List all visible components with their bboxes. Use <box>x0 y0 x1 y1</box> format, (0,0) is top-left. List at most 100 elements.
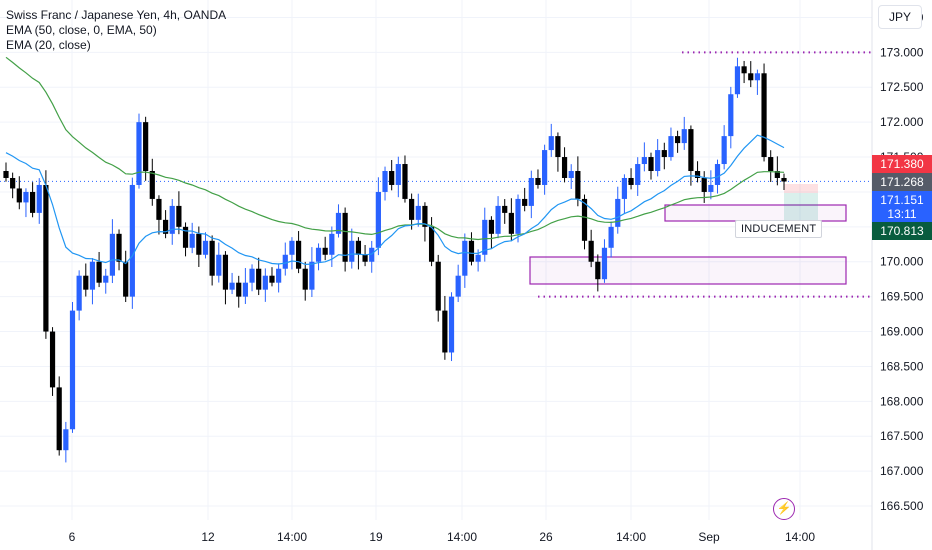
y-tick-label: 169.500 <box>880 290 924 304</box>
candles <box>3 57 787 463</box>
countdown-label: 13:11 <box>872 205 932 223</box>
price-label-green: 170.813 <box>872 222 932 240</box>
x-tick-label: 14:00 <box>616 530 646 544</box>
candle-body <box>528 177 534 206</box>
x-tick-label: 14:00 <box>447 530 477 544</box>
demand-zones <box>529 184 847 285</box>
candle-body <box>508 212 514 234</box>
candle-body <box>774 171 780 178</box>
symbol-title[interactable]: Swiss Franc / Japanese Yen, 4h, OANDA <box>6 8 227 22</box>
y-tick-label: 170.000 <box>880 255 924 269</box>
candle-body <box>409 198 415 220</box>
stop-area <box>784 184 818 193</box>
candle-body <box>601 247 608 280</box>
lightning-icon[interactable]: ⚡ <box>773 498 795 520</box>
candle-body <box>648 157 654 172</box>
candle-body <box>535 177 541 185</box>
candle-body <box>435 261 441 311</box>
y-tick-label: 168.500 <box>880 359 924 373</box>
ema50-legend[interactable]: EMA (50, close, 0, EMA, 50) <box>6 23 157 37</box>
candle-body <box>262 275 268 290</box>
candle-body <box>721 136 727 165</box>
candle-body <box>608 226 614 248</box>
candle-body <box>621 177 628 199</box>
candle-body <box>741 66 747 74</box>
x-tick-label: 19 <box>369 530 383 544</box>
candle-body <box>548 136 554 151</box>
candle-body <box>442 310 448 353</box>
candle-body <box>196 233 202 255</box>
ema20-legend[interactable]: EMA (20, close) <box>6 38 91 52</box>
candle-body <box>276 268 282 283</box>
candle-body <box>16 188 22 203</box>
ema-lines <box>5 56 785 266</box>
candle-body <box>688 129 694 172</box>
y-tick-label: 173.000 <box>880 45 924 59</box>
candle-body <box>56 387 62 451</box>
level-lines <box>0 51 872 298</box>
y-tick-label: 167.000 <box>880 464 924 478</box>
candle-body <box>116 233 122 262</box>
candle-body <box>3 171 9 178</box>
candle-body <box>561 157 568 178</box>
candle-body <box>615 198 621 227</box>
inducement-zone <box>664 204 847 222</box>
candle-body <box>588 240 594 262</box>
candle-body <box>216 254 222 276</box>
candle-body <box>176 205 182 227</box>
currency-button[interactable]: JPY <box>878 5 922 29</box>
candle-body <box>694 171 701 178</box>
current-price-label: 171.151 <box>872 191 932 209</box>
candle-body <box>136 122 142 185</box>
target-area <box>784 193 818 220</box>
candle-body <box>10 177 16 189</box>
candle-body <box>156 198 162 220</box>
candle-body <box>502 205 508 213</box>
candle-body <box>395 164 401 185</box>
time-axis: 6 12 14:00 19 14:00 26 14:00 Sep 14:00 <box>69 530 816 544</box>
candle-body <box>89 261 96 290</box>
candle-body <box>43 184 49 332</box>
candle-body <box>488 219 495 234</box>
candle-body <box>282 254 288 269</box>
candle-body <box>482 219 488 255</box>
candle-body <box>249 268 255 283</box>
candle-body <box>23 191 29 203</box>
candle-body <box>342 212 348 262</box>
candle-body <box>149 171 155 199</box>
candle-body <box>96 261 102 283</box>
candle-body <box>302 268 308 290</box>
candle-body <box>182 226 189 248</box>
candle-body <box>143 122 149 172</box>
candle-body <box>475 254 481 262</box>
candle-body <box>382 171 388 192</box>
x-tick-label: 14:00 <box>785 530 815 544</box>
candle-body <box>103 275 109 283</box>
y-tick-label: 172.500 <box>880 80 924 94</box>
candle-body <box>748 73 754 81</box>
ema20-line <box>5 134 785 266</box>
price-label-gray: 171.268 <box>872 173 932 191</box>
candle-body <box>754 73 761 81</box>
candle-body <box>209 240 215 276</box>
candle-body <box>468 240 475 262</box>
candle-body <box>515 198 521 234</box>
candle-body <box>701 177 707 192</box>
candle-body <box>768 157 774 172</box>
candle-body <box>349 240 355 262</box>
candle-body <box>641 157 647 165</box>
candle-body <box>415 205 421 220</box>
candle-body <box>595 261 601 280</box>
price-axis: 173.500173.000172.500172.000171.500171.0… <box>880 10 924 513</box>
candle-body <box>29 191 36 213</box>
candle-body <box>242 282 248 297</box>
candle-body <box>222 254 229 290</box>
candle-body <box>428 226 435 262</box>
candle-body <box>202 240 209 255</box>
candle-body <box>315 247 322 262</box>
candle-body <box>761 73 767 158</box>
y-tick-label: 169.000 <box>880 325 924 339</box>
candle-body <box>256 268 262 290</box>
candle-body <box>568 171 574 178</box>
